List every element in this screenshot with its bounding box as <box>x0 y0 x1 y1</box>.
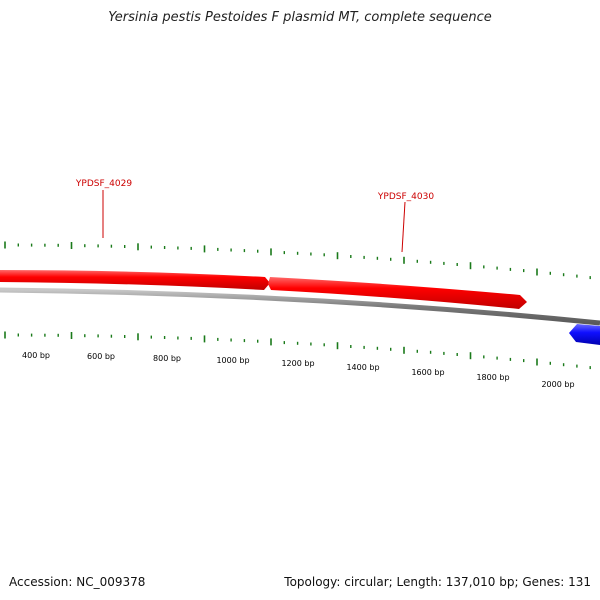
scale-label: 1000 bp <box>216 356 249 365</box>
gene-label-leader-4030 <box>401 201 406 253</box>
scale-label: 400 bp <box>22 351 50 360</box>
gene-arrow-ypdsf-4030[interactable] <box>268 277 527 309</box>
accession-text: Accession: NC_009378 <box>9 575 146 589</box>
gene-arrow-ypdsf-4029[interactable] <box>0 270 270 290</box>
map-title: Yersinia pestis Pestoides F plasmid MT, … <box>108 10 492 25</box>
gene-arrow-reverse[interactable] <box>569 324 600 345</box>
scale-label: 800 bp <box>153 354 181 363</box>
topology-summary-text: Topology: circular; Length: 137,010 bp; … <box>284 575 591 589</box>
scale-label: 2000 bp <box>541 380 574 389</box>
backbone-line <box>0 287 600 326</box>
gene-label-ypdsf-4030[interactable]: YPDSF_4030 <box>377 192 434 202</box>
scale-label: 1600 bp <box>411 368 444 377</box>
outer-tick-marks <box>4 241 591 280</box>
scale-labels: 400 bp 600 bp 800 bp 1000 bp 1200 bp 140… <box>22 351 575 389</box>
inner-tick-marks <box>4 331 591 370</box>
scale-label: 1200 bp <box>281 359 314 368</box>
scale-label: 600 bp <box>87 352 115 361</box>
scale-label: 1800 bp <box>476 373 509 382</box>
gene-label-ypdsf-4029[interactable]: YPDSF_4029 <box>75 179 132 189</box>
scale-label: 1400 bp <box>346 363 379 372</box>
